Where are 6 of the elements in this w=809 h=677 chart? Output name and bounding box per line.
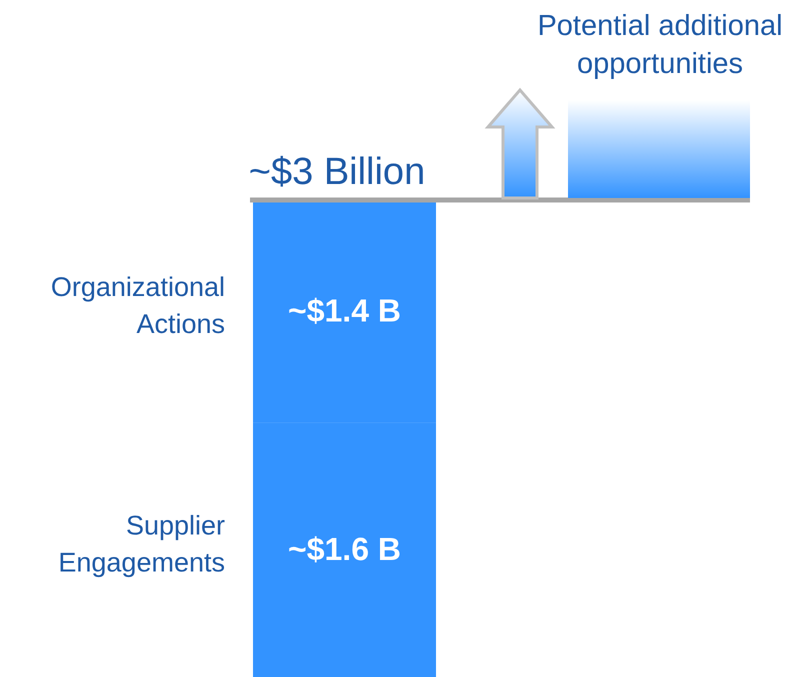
ref-line-label: ~$3 Billion xyxy=(248,151,426,193)
data-label: ~$1.4 B xyxy=(288,292,401,328)
data-label: ~$1.6 B xyxy=(288,530,401,567)
series-label: Supplier Engagements xyxy=(58,510,226,578)
text: Potential additional opportunities xyxy=(537,10,783,80)
series-label: Organizational Actions xyxy=(50,272,225,339)
